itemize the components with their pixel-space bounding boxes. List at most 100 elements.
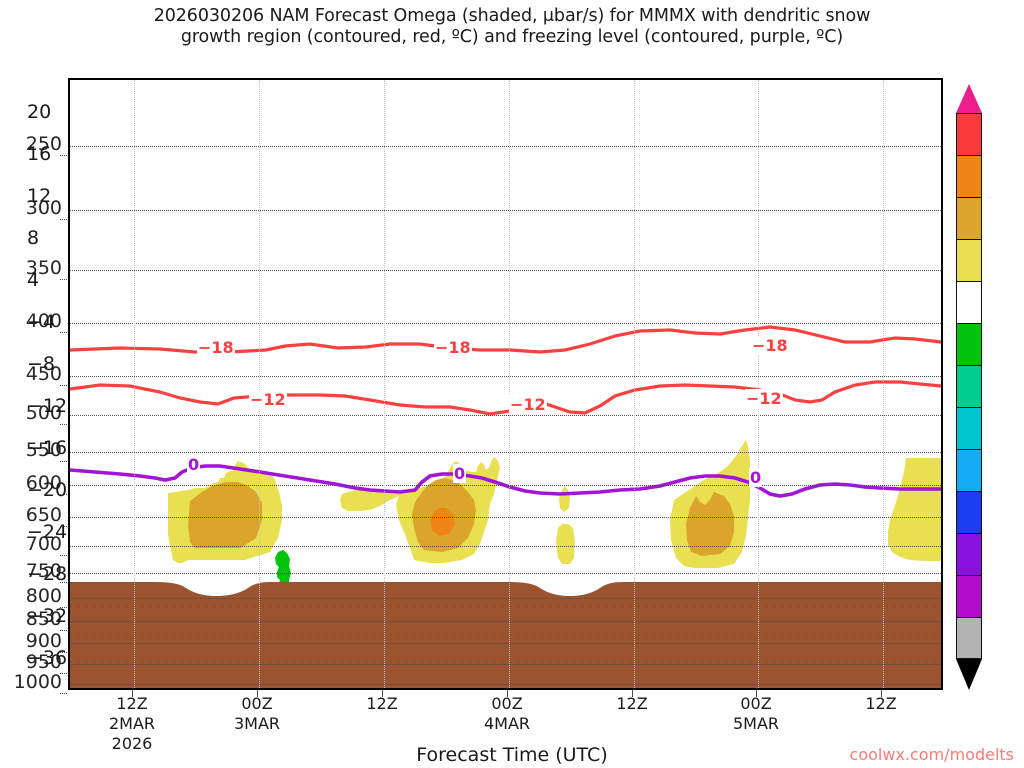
colorbar-tick-7: −12 (27, 395, 68, 417)
colorbar-cell-2 (956, 197, 982, 239)
vgrid-1 (259, 80, 260, 688)
x-tick-group-1: 00Z 3MAR (192, 694, 322, 734)
colorbar-cell-4 (956, 281, 982, 323)
y-tick-label-350: 350 (25, 257, 62, 279)
colorbar-tick-6: −8 (27, 353, 56, 375)
hgrid-700 (70, 546, 941, 547)
omega-shade-8-plume1 (188, 482, 262, 548)
y-tick-mark-13 (60, 652, 67, 653)
y-tick-label-650: 650 (25, 504, 62, 526)
hgrid-800 (70, 598, 941, 599)
vgrid-0 (134, 80, 135, 688)
y-tick-label-850: 850 (25, 608, 62, 630)
contour-label-freezing: 0 0 0 (70, 80, 941, 688)
contour-label--12-b: −12 (509, 395, 547, 414)
x-tick-mark-3 (507, 690, 508, 697)
contour-label--12-c: −12 (745, 389, 783, 408)
x-tick-time-4: 12Z (616, 694, 648, 713)
x-tick-mark-2 (382, 690, 383, 697)
x-tick-group-4: 12Z (567, 694, 697, 714)
vgrid-6 (883, 80, 884, 688)
x-tick-date-0: 2MAR (108, 714, 156, 733)
y-tick-mark-15 (60, 693, 67, 694)
plot-area: −18 −18 −18 −12 −12 −12 0 0 0 (68, 78, 943, 690)
omega-shade-4-patch-b (556, 524, 575, 564)
hgrid-600 (70, 485, 941, 486)
hgrid-900 (70, 643, 941, 644)
colorbar-tick-2: 12 (27, 185, 52, 207)
hgrid-350 (70, 270, 941, 271)
vgrid-4 (634, 80, 635, 688)
colorbar-tick-12: −32 (27, 605, 68, 627)
hgrid-650 (70, 517, 941, 518)
hgrid-500 (70, 415, 941, 416)
y-tick-mark-10 (60, 582, 67, 583)
colorbar-cell-12 (956, 617, 982, 659)
colorbar-strip (956, 113, 982, 659)
y-tick-mark-14 (60, 673, 67, 674)
x-tick-group-5: 00Z 5MAR (691, 694, 821, 734)
vgrid-5 (758, 80, 759, 688)
chart-title-line1: 2026030206 NAM Forecast Omega (shaded, μ… (153, 6, 871, 26)
freezing-level-contour (70, 464, 941, 498)
y-tick-label-550: 550 (25, 439, 62, 461)
x-tick-mark-4 (632, 690, 633, 697)
y-tick-mark-3 (60, 332, 67, 333)
colorbar-cell-3 (956, 239, 982, 281)
x-tick-time-5: 00Z (740, 694, 772, 713)
dendritic-contour--18 (70, 325, 941, 354)
y-tick-mark-0 (60, 155, 67, 156)
x-tick-group-6: 12Z (816, 694, 946, 714)
colorbar-over-arrow (956, 84, 982, 113)
hgrid-550 (70, 452, 941, 453)
y-tick-label-800: 800 (25, 585, 62, 607)
y-tick-mark-9 (60, 555, 67, 556)
y-tick-label-400: 400 (25, 310, 62, 332)
colorbar-tick-13: −36 (27, 647, 68, 669)
colorbar-cell-5 (956, 323, 982, 365)
colorbar-tick-3: 8 (27, 227, 40, 249)
contour-label-0-c: 0 (749, 468, 763, 487)
hgrid-250 (70, 146, 941, 147)
x-tick-mark-5 (756, 690, 757, 697)
y-tick-mark-7 (60, 494, 67, 495)
colorbar-cell-11 (956, 575, 982, 617)
colorbar-cell-0 (956, 113, 982, 155)
x-axis-title: Forecast Time (UTC) (416, 744, 608, 766)
colorbar-tick-4: 4 (27, 269, 40, 291)
colorbar-cell-6 (956, 365, 982, 407)
x-tick-group-2: 12Z (317, 694, 447, 714)
omega-shading-layer (70, 325, 941, 688)
y-tick-label-900: 900 (25, 630, 62, 652)
contour-label--18-a: −18 (197, 338, 235, 357)
y-tick-mark-6 (60, 461, 67, 462)
hgrid-950 (70, 664, 941, 665)
x-tick-date-1: 3MAR (233, 714, 281, 733)
y-tick-mark-12 (60, 630, 67, 631)
x-tick-date-5: 5MAR (732, 714, 780, 733)
hgrid-400 (70, 323, 941, 324)
y-tick-mark-1 (60, 219, 67, 220)
x-tick-time-1: 00Z (241, 694, 273, 713)
y-tick-label-1000: 1000 (13, 671, 62, 693)
contour-label-0-b: 0 (453, 464, 467, 483)
chart-title-line2: growth region (contoured, red, ºC) and f… (180, 27, 844, 47)
watermark-link[interactable]: coolwx.com/modelts (849, 745, 1014, 764)
colorbar-tick-1: 16 (27, 143, 52, 165)
x-tick-mark-1 (257, 690, 258, 697)
omega-shade-4-plume-edge (888, 458, 941, 561)
contour-label--12-a: −12 (249, 390, 287, 409)
x-tick-time-0: 12Z (116, 694, 148, 713)
x-tick-time-2: 12Z (366, 694, 398, 713)
y-tick-mark-2 (60, 279, 67, 280)
colorbar-tick-9: −20 (27, 479, 68, 501)
x-tick-time-6: 12Z (865, 694, 897, 713)
colorbar-cell-7 (956, 407, 982, 449)
y-tick-mark-8 (60, 526, 67, 527)
colorbar-tick-11: −28 (27, 563, 68, 585)
contour-label--18-c: −18 (751, 336, 789, 355)
vgrid-3 (509, 80, 510, 688)
colorbar-cell-1 (956, 155, 982, 197)
colorbar-tick-5: −4 (27, 311, 56, 333)
y-tick-mark-4 (60, 385, 67, 386)
